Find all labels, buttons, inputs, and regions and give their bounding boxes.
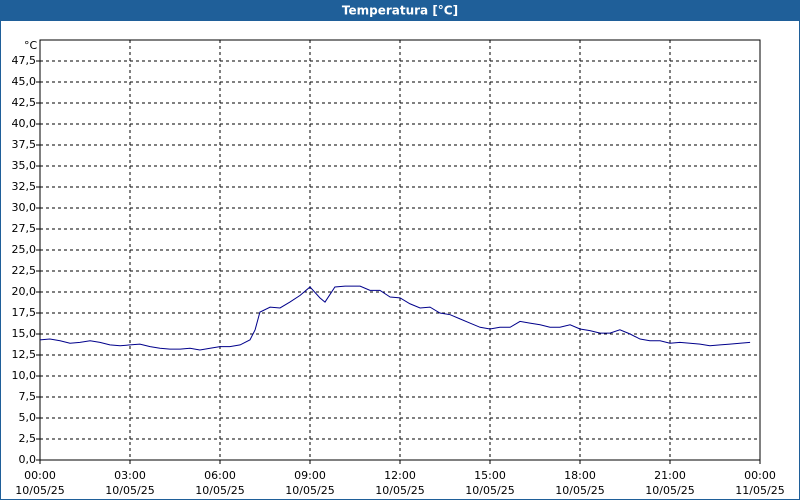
y-tick-label: 35,0 bbox=[12, 159, 37, 172]
y-tick-label: 12,5 bbox=[12, 348, 37, 361]
y-tick-label: 47,5 bbox=[12, 54, 37, 67]
y-tick-label: 25,0 bbox=[12, 243, 37, 256]
y-tick-label: 45,0 bbox=[12, 75, 37, 88]
y-tick-label: 30,0 bbox=[12, 201, 37, 214]
y-tick-label: 32,5 bbox=[12, 180, 37, 193]
y-tick-label: 40,0 bbox=[12, 117, 37, 130]
x-tick-label: 18:00 10/05/25 bbox=[555, 469, 604, 497]
y-tick-label: 20,0 bbox=[12, 285, 37, 298]
y-tick-label: 27,5 bbox=[12, 222, 37, 235]
y-tick-label: 22,5 bbox=[12, 264, 37, 277]
x-tick-label: 00:00 10/05/25 bbox=[15, 469, 64, 497]
series-line bbox=[39, 285, 751, 351]
chart-title: Temperatura [°C] bbox=[342, 4, 458, 18]
y-tick-label: 10,0 bbox=[12, 369, 37, 382]
x-tick-label: 00:00 11/05/25 bbox=[735, 469, 784, 497]
y-unit-label: °C bbox=[24, 39, 38, 52]
title-bar bbox=[0, 0, 800, 20]
y-tick-label: 17,5 bbox=[12, 306, 37, 319]
y-tick-label: 0,0 bbox=[19, 453, 37, 466]
x-tick-label: 06:00 10/05/25 bbox=[195, 469, 244, 497]
x-tick-label: 15:00 10/05/25 bbox=[465, 469, 514, 497]
x-tick-label: 21:00 10/05/25 bbox=[645, 469, 694, 497]
x-tick-label: 09:00 10/05/25 bbox=[285, 469, 334, 497]
y-tick-label: 5,0 bbox=[19, 411, 37, 424]
plot-border bbox=[39, 39, 761, 461]
y-tick-label: 15,0 bbox=[12, 327, 37, 340]
x-tick-label: 12:00 10/05/25 bbox=[375, 469, 424, 497]
y-tick-label: 7,5 bbox=[19, 390, 37, 403]
x-tick-label: 03:00 10/05/25 bbox=[105, 469, 154, 497]
y-tick-label: 2,5 bbox=[19, 432, 37, 445]
y-tick-label: 42,5 bbox=[12, 96, 37, 109]
y-tick-label: 37,5 bbox=[12, 138, 37, 151]
